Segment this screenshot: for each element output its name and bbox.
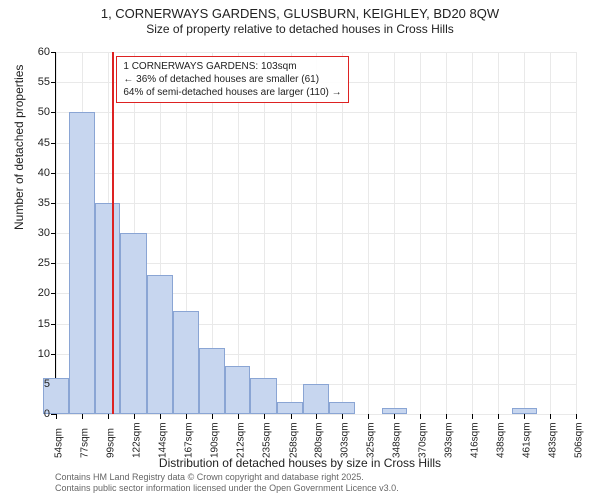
gridline-v — [316, 52, 317, 414]
histogram-bar — [120, 233, 146, 414]
footer-attribution: Contains HM Land Registry data © Crown c… — [55, 472, 399, 494]
ytick-label: 45 — [20, 137, 50, 149]
ytick-label: 25 — [20, 257, 50, 269]
gridline-v — [472, 52, 473, 414]
ytick-label: 60 — [20, 46, 50, 58]
xtick — [524, 414, 525, 419]
xtick-label: 167sqm — [184, 422, 195, 458]
title-sub: Size of property relative to detached ho… — [0, 22, 600, 36]
histogram-bar — [95, 203, 120, 414]
ytick-label: 20 — [20, 287, 50, 299]
xtick — [550, 414, 551, 419]
gridline-v — [56, 52, 57, 414]
gridline-v — [368, 52, 369, 414]
gridline-v — [420, 52, 421, 414]
xtick-label: 258sqm — [288, 422, 299, 458]
xtick — [108, 414, 109, 419]
footer-line2: Contains public sector information licen… — [55, 483, 399, 493]
marker-callout-line: 64% of semi-detached houses are larger (… — [123, 86, 341, 99]
xtick-label: 483sqm — [547, 422, 558, 458]
gridline-v — [576, 52, 577, 414]
xtick-label: 506sqm — [574, 422, 585, 458]
x-axis-title: Distribution of detached houses by size … — [0, 456, 600, 470]
gridline-v — [524, 52, 525, 414]
ytick-label: 30 — [20, 227, 50, 239]
ytick-label: 10 — [20, 348, 50, 360]
ytick-label: 55 — [20, 76, 50, 88]
gridline-v — [291, 52, 292, 414]
xtick-label: 235sqm — [262, 422, 273, 458]
xtick-label: 190sqm — [210, 422, 221, 458]
xtick — [291, 414, 292, 419]
xtick — [186, 414, 187, 419]
xtick-label: 438sqm — [495, 422, 506, 458]
histogram-bar — [512, 408, 537, 414]
xtick — [576, 414, 577, 419]
xtick-label: 370sqm — [417, 422, 428, 458]
chart-container: 1, CORNERWAYS GARDENS, GLUSBURN, KEIGHLE… — [0, 0, 600, 500]
histogram-bar — [277, 402, 303, 414]
xtick-label: 122sqm — [132, 422, 143, 458]
xtick — [394, 414, 395, 419]
histogram-bar — [199, 348, 225, 414]
ytick-label: 0 — [20, 408, 50, 420]
xtick-label: 54sqm — [54, 428, 65, 458]
xtick — [56, 414, 57, 419]
gridline-v — [446, 52, 447, 414]
xtick-label: 77sqm — [80, 428, 91, 458]
xtick — [446, 414, 447, 419]
histogram-bar — [329, 402, 355, 414]
xtick-label: 303sqm — [340, 422, 351, 458]
xtick — [212, 414, 213, 419]
xtick — [82, 414, 83, 419]
xtick-label: 461sqm — [522, 422, 533, 458]
marker-callout: 1 CORNERWAYS GARDENS: 103sqm← 36% of det… — [116, 56, 348, 103]
xtick — [134, 414, 135, 419]
xtick — [238, 414, 239, 419]
xtick-label: 348sqm — [392, 422, 403, 458]
xtick — [472, 414, 473, 419]
ytick-label: 5 — [20, 378, 50, 390]
xtick-label: 144sqm — [157, 422, 168, 458]
histogram-bar — [147, 275, 173, 414]
histogram-bar — [250, 378, 276, 414]
gridline-v — [238, 52, 239, 414]
footer-line1: Contains HM Land Registry data © Crown c… — [55, 472, 364, 482]
gridline-v — [550, 52, 551, 414]
xtick — [264, 414, 265, 419]
xtick-label: 393sqm — [444, 422, 455, 458]
marker-callout-line: ← 36% of detached houses are smaller (61… — [123, 73, 341, 86]
histogram-bar — [173, 311, 198, 414]
xtick — [160, 414, 161, 419]
marker-line — [112, 52, 114, 414]
ytick-label: 50 — [20, 106, 50, 118]
xtick-label: 325sqm — [365, 422, 376, 458]
histogram-bar — [225, 366, 250, 414]
xtick — [368, 414, 369, 419]
gridline-v — [394, 52, 395, 414]
xtick-label: 280sqm — [314, 422, 325, 458]
gridline-v — [264, 52, 265, 414]
xtick-label: 99sqm — [105, 428, 116, 458]
marker-callout-line: 1 CORNERWAYS GARDENS: 103sqm — [123, 60, 341, 73]
ytick-label: 15 — [20, 318, 50, 330]
xtick-label: 416sqm — [470, 422, 481, 458]
gridline-v — [498, 52, 499, 414]
ytick-label: 40 — [20, 167, 50, 179]
xtick — [342, 414, 343, 419]
xtick — [420, 414, 421, 419]
xtick — [316, 414, 317, 419]
gridline-v — [342, 52, 343, 414]
histogram-bar — [69, 112, 95, 414]
histogram-bar — [303, 384, 328, 414]
title-main: 1, CORNERWAYS GARDENS, GLUSBURN, KEIGHLE… — [0, 6, 600, 21]
plot-area: 1 CORNERWAYS GARDENS: 103sqm← 36% of det… — [55, 52, 576, 415]
xtick — [498, 414, 499, 419]
ytick-label: 35 — [20, 197, 50, 209]
xtick-label: 212sqm — [235, 422, 246, 458]
histogram-bar — [382, 408, 407, 414]
